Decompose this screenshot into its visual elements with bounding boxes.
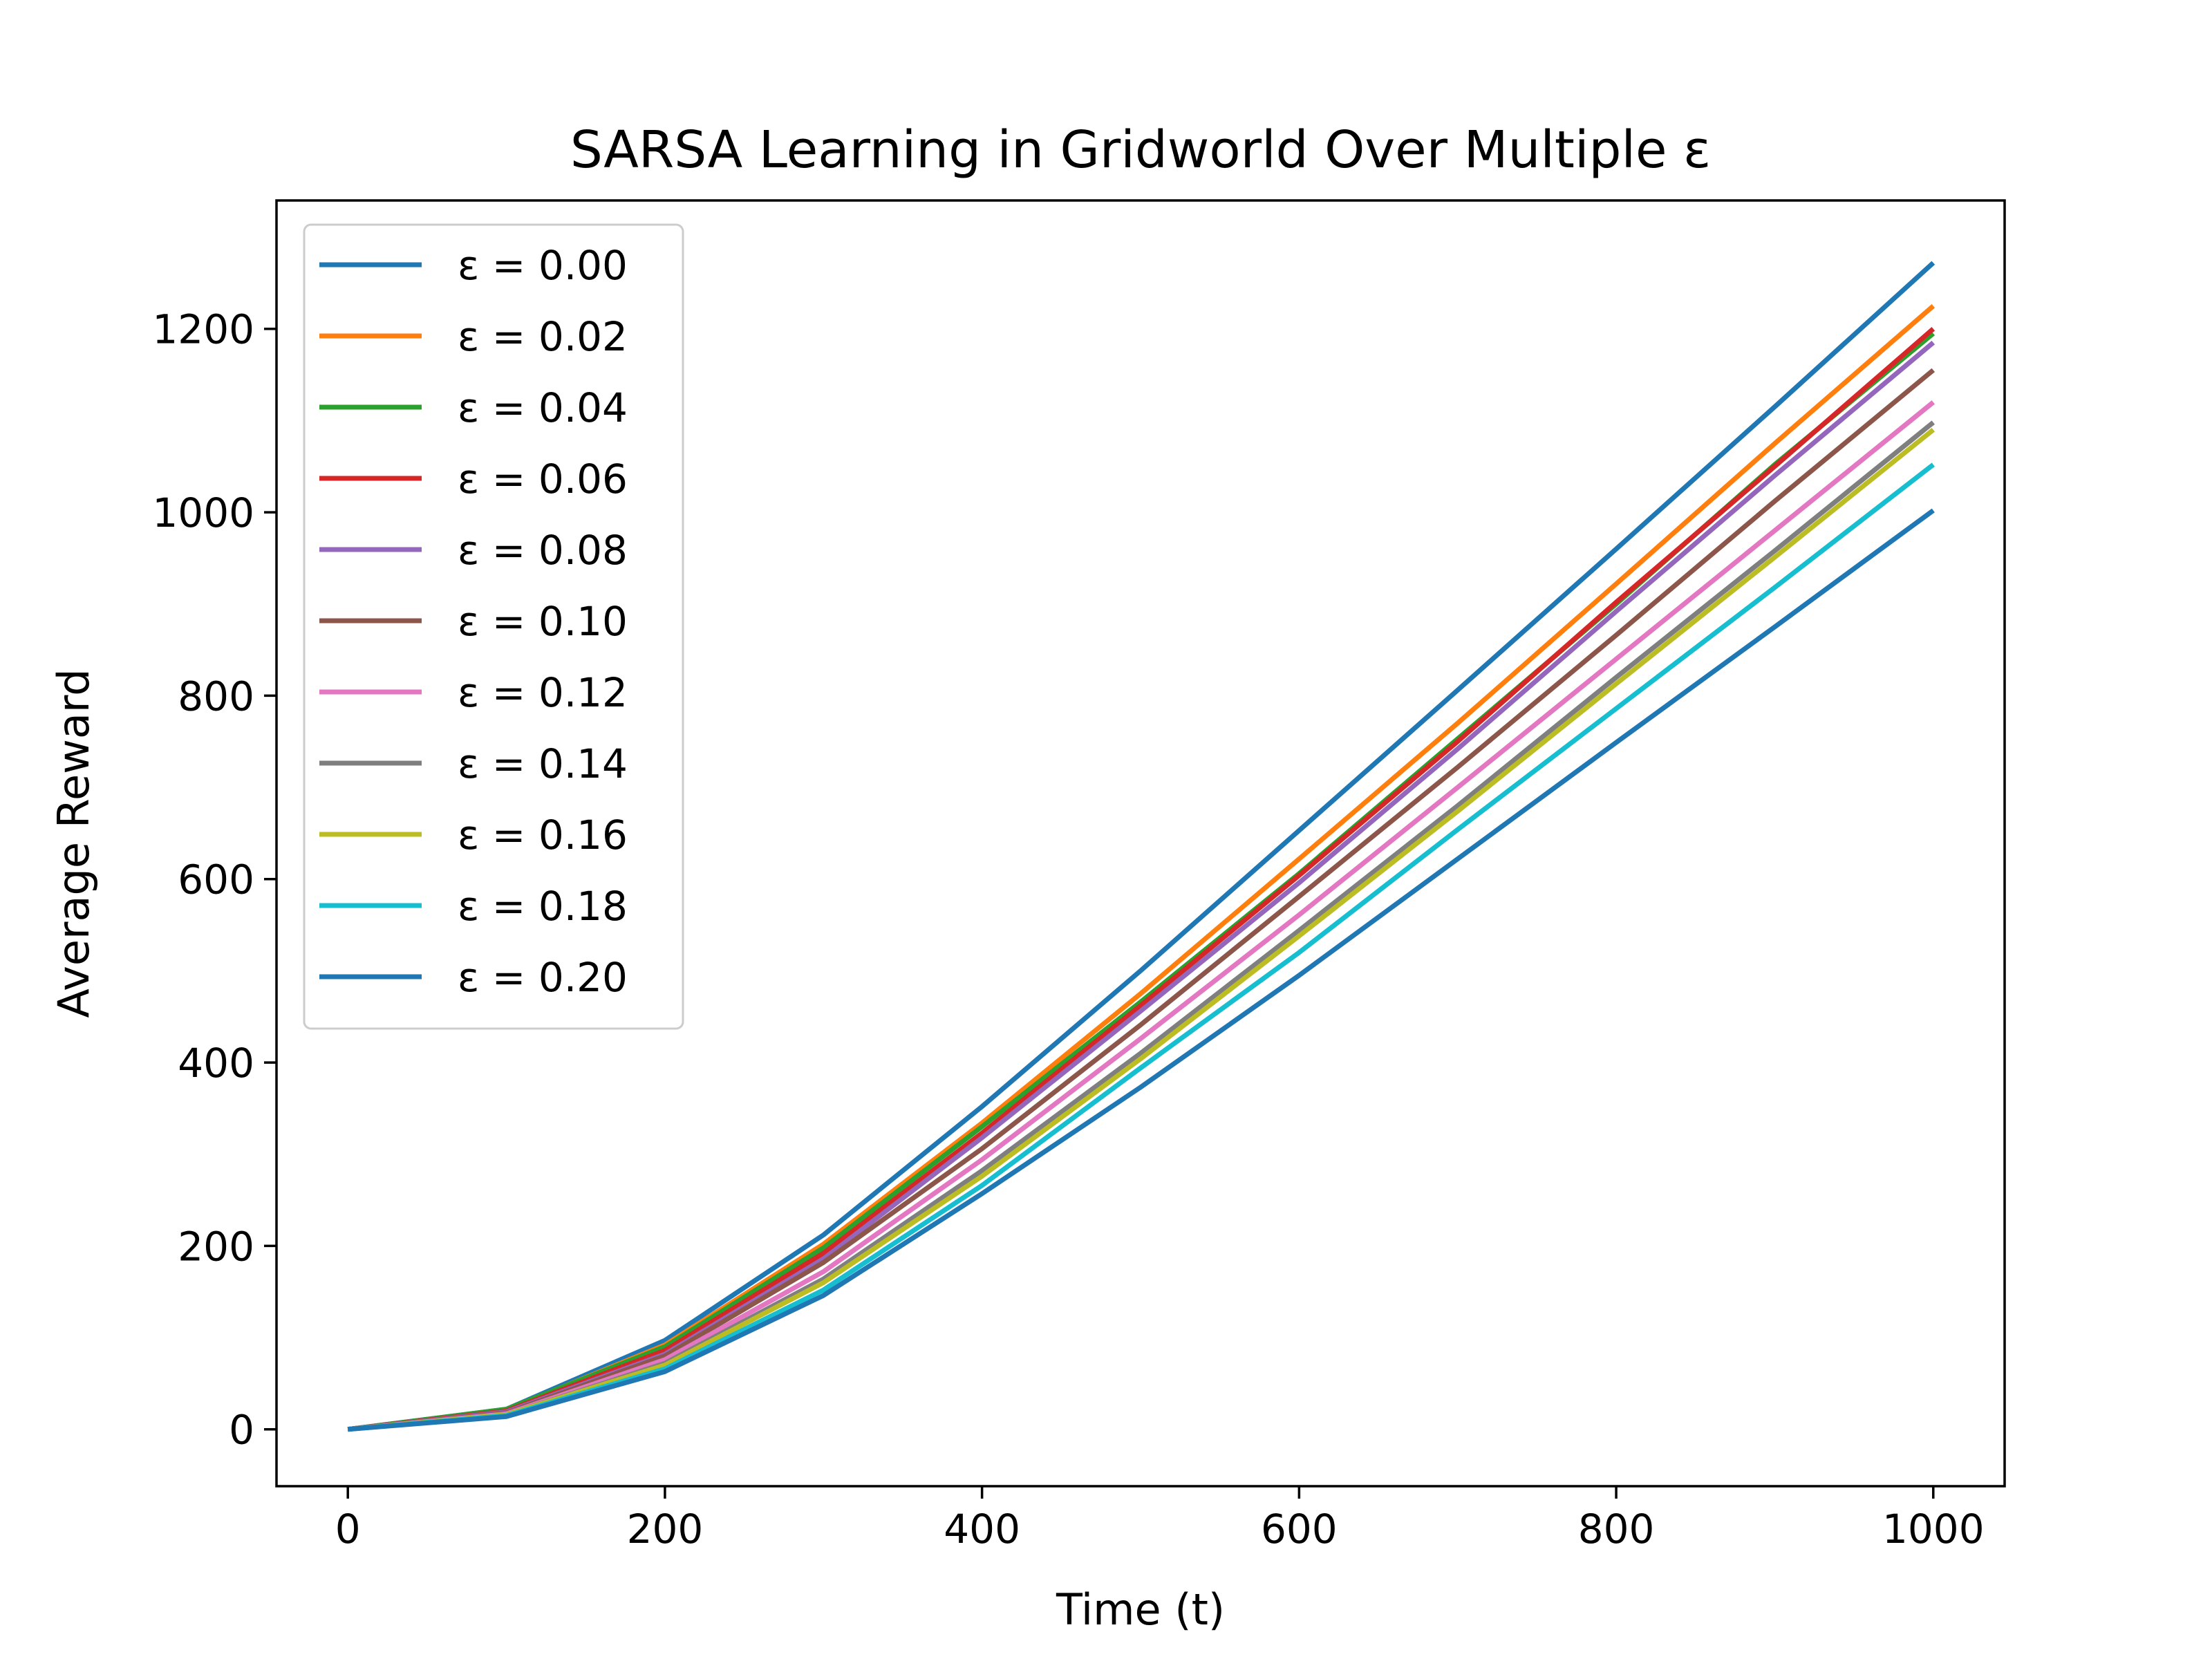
- legend-label-5: ε = 0.10: [458, 598, 628, 645]
- y-tick-label: 0: [229, 1407, 254, 1454]
- y-tick-label: 800: [178, 673, 254, 720]
- y-tick-label: 200: [178, 1223, 254, 1270]
- y-tick-label: 1000: [152, 489, 254, 536]
- chart-title: SARSA Learning in Gridworld Over Multipl…: [570, 120, 1711, 180]
- legend-label-9: ε = 0.18: [458, 883, 628, 930]
- legend-label-2: ε = 0.04: [458, 384, 628, 431]
- y-axis-label: Average Reward: [48, 668, 99, 1018]
- series-line-5: [347, 368, 1936, 1432]
- legend-label-3: ε = 0.06: [458, 456, 628, 503]
- legend: ε = 0.00 ε = 0.02 ε = 0.04 ε = 0.06 ε = 0.08…: [303, 223, 684, 1030]
- legend-label-4: ε = 0.08: [458, 527, 628, 574]
- legend-label-6: ε = 0.12: [458, 669, 628, 716]
- legend-label-0: ε = 0.00: [458, 242, 628, 289]
- series-line-0: [347, 261, 1936, 1432]
- series-line-6: [347, 400, 1936, 1432]
- x-tick-label: 600: [1261, 1506, 1338, 1553]
- series-line-8: [347, 427, 1935, 1432]
- legend-box: [303, 223, 684, 1030]
- plot-area-frame: [275, 199, 2006, 1488]
- y-tick-label: 400: [178, 1040, 254, 1087]
- legend-label-1: ε = 0.02: [458, 313, 628, 360]
- y-tick-label: 600: [178, 856, 254, 903]
- legend-label-8: ε = 0.16: [458, 812, 628, 859]
- series-line-3: [347, 327, 1936, 1432]
- y-axis: 0 200 400 600 800 1000 1200: [152, 306, 276, 1454]
- legend-label-7: ε = 0.14: [458, 740, 628, 787]
- series-layer: [347, 261, 1936, 1432]
- x-tick-label: 1000: [1882, 1506, 1985, 1553]
- x-axis-label: Time (t): [1056, 1584, 1225, 1635]
- x-tick-label: 400: [944, 1506, 1020, 1553]
- x-tick-label: 0: [335, 1506, 361, 1553]
- legend-label-10: ε = 0.20: [458, 954, 628, 1001]
- series-line-10: [347, 508, 1935, 1432]
- y-tick-label: 1200: [152, 306, 254, 353]
- x-tick-label: 200: [627, 1506, 704, 1553]
- x-axis: 0 200 400 600 800 1000: [335, 1486, 1985, 1553]
- x-tick-label: 800: [1578, 1506, 1655, 1553]
